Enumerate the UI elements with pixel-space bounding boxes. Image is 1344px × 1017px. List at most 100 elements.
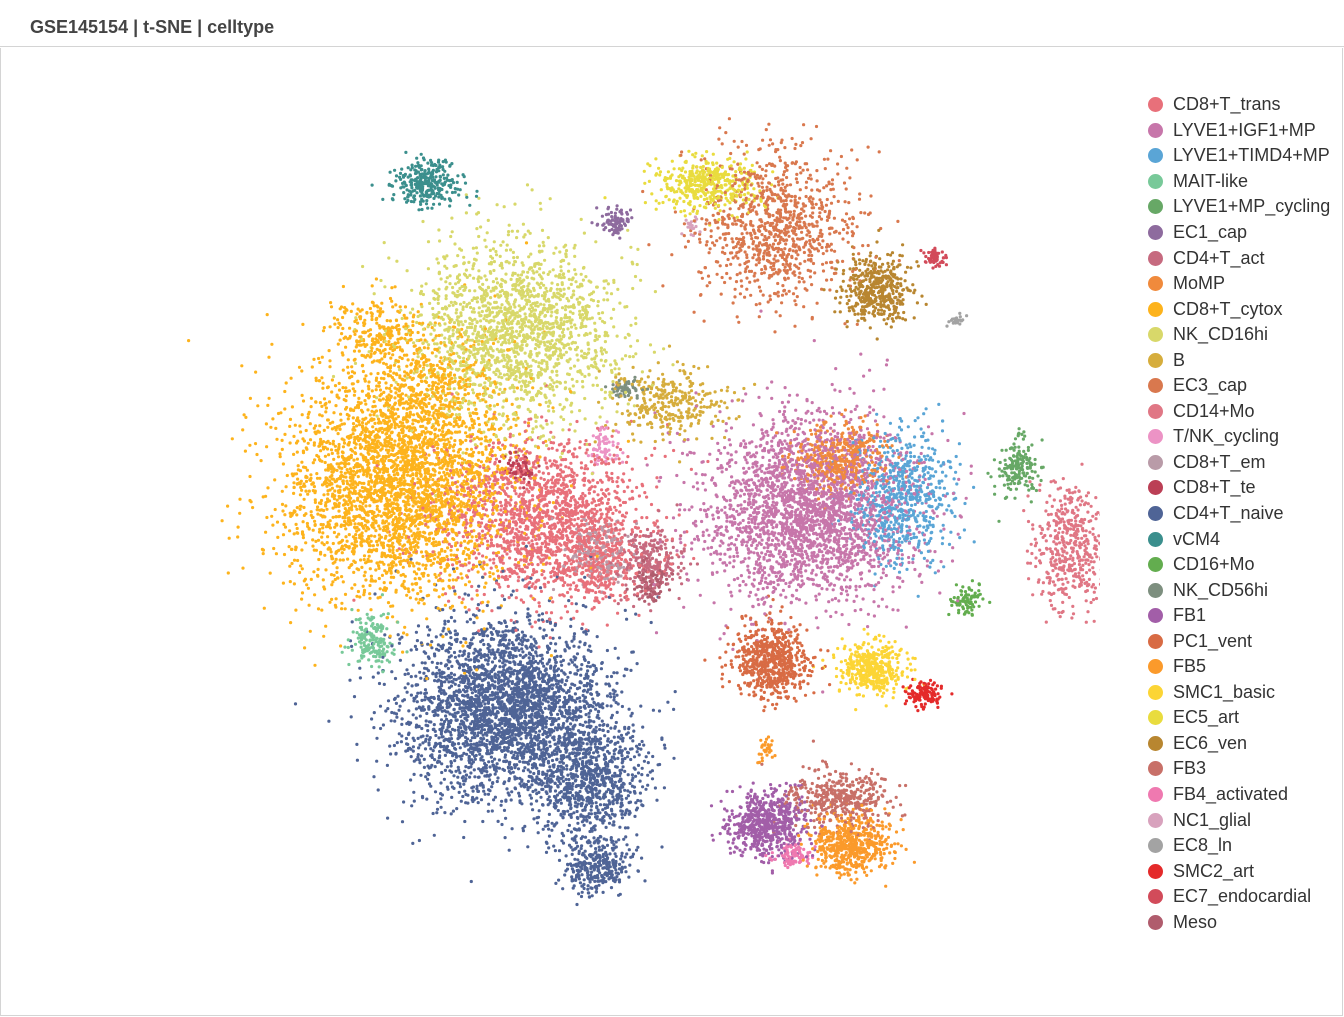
data-point <box>796 645 800 650</box>
data-point <box>562 689 566 693</box>
data-point <box>620 816 625 820</box>
data-point <box>905 265 910 269</box>
data-point <box>656 400 660 404</box>
data-point <box>861 523 865 527</box>
data-point <box>897 570 902 574</box>
data-point <box>701 533 705 538</box>
data-point <box>728 276 732 280</box>
data-point <box>600 388 604 392</box>
data-point <box>491 328 496 332</box>
data-point <box>744 267 748 271</box>
data-point <box>827 569 831 573</box>
data-point <box>757 479 761 483</box>
data-point <box>564 350 569 354</box>
data-point <box>1058 527 1062 531</box>
data-point <box>891 696 895 700</box>
data-point <box>311 461 315 465</box>
data-point <box>631 723 635 727</box>
data-point <box>416 161 420 165</box>
data-point <box>455 807 459 811</box>
data-point <box>499 306 503 310</box>
data-point <box>283 389 287 394</box>
data-point <box>661 284 665 288</box>
data-point <box>856 312 860 316</box>
data-point <box>681 362 685 367</box>
data-point <box>347 566 351 570</box>
data-point <box>502 808 507 813</box>
data-point <box>744 392 748 396</box>
data-point <box>793 421 797 425</box>
data-point <box>510 273 515 277</box>
data-point <box>1066 580 1070 584</box>
data-point <box>880 824 885 828</box>
data-point <box>682 209 687 213</box>
data-point <box>748 629 753 634</box>
data-point <box>600 406 604 410</box>
data-point <box>645 495 649 499</box>
data-point <box>467 652 471 656</box>
data-point <box>473 775 477 779</box>
data-point <box>618 236 622 240</box>
data-point <box>600 311 605 315</box>
data-point <box>509 618 513 623</box>
data-point <box>435 363 439 367</box>
data-point <box>477 269 481 273</box>
data-point <box>313 663 317 667</box>
data-point <box>794 303 798 307</box>
data-point <box>409 675 413 679</box>
data-point <box>720 470 724 474</box>
data-point <box>546 580 551 584</box>
data-point <box>763 740 768 744</box>
data-point <box>824 609 828 613</box>
data-point <box>591 299 596 303</box>
data-point <box>391 541 395 545</box>
data-point <box>575 455 579 459</box>
data-point <box>909 454 913 459</box>
data-point <box>346 557 350 561</box>
data-point <box>667 422 671 426</box>
data-point <box>389 571 393 575</box>
data-point <box>558 250 562 254</box>
data-point <box>1077 571 1081 575</box>
data-point <box>416 355 420 359</box>
data-point <box>666 425 670 429</box>
data-point <box>439 475 444 479</box>
data-point <box>396 455 400 460</box>
data-point <box>529 349 533 354</box>
data-point <box>662 743 667 747</box>
data-point <box>296 464 300 468</box>
data-point <box>862 532 866 536</box>
data-point <box>1080 536 1084 540</box>
data-point <box>594 590 598 595</box>
data-point <box>825 562 829 566</box>
data-point <box>956 532 960 536</box>
data-point <box>541 471 545 475</box>
data-point <box>623 865 627 869</box>
data-point <box>728 207 732 211</box>
data-point <box>847 673 851 677</box>
data-point <box>852 391 856 395</box>
data-point <box>776 281 780 286</box>
data-point <box>1022 449 1026 453</box>
data-point <box>538 586 543 590</box>
data-point <box>433 790 438 794</box>
data-point <box>1061 477 1065 481</box>
data-point <box>332 457 336 461</box>
data-point <box>514 466 519 470</box>
data-point <box>881 546 885 550</box>
data-point <box>835 443 840 447</box>
data-point <box>729 659 733 663</box>
data-point <box>894 830 899 834</box>
data-point <box>765 188 769 192</box>
data-point <box>654 199 658 203</box>
data-point <box>842 872 846 876</box>
data-point <box>397 368 402 372</box>
data-point <box>236 535 240 539</box>
data-point <box>777 183 781 187</box>
data-point <box>457 595 461 599</box>
data-point <box>1046 527 1050 531</box>
data-point <box>551 388 555 392</box>
data-point <box>598 742 603 746</box>
chart-title: GSE145154 | t-SNE | celltype <box>30 17 274 38</box>
data-point <box>434 175 438 179</box>
